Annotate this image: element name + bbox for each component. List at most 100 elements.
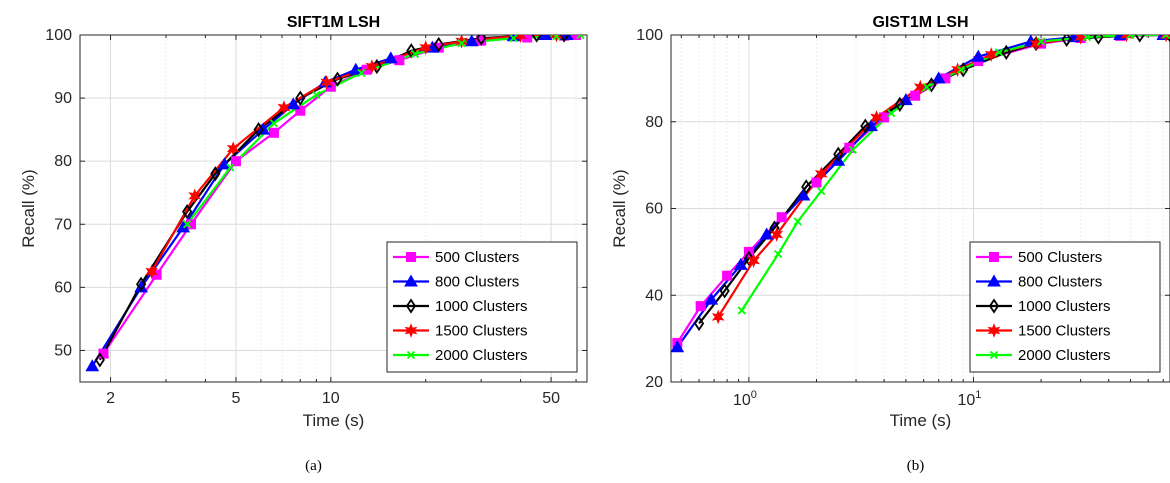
data-point (774, 249, 783, 259)
data-point (887, 108, 896, 118)
legend-marker (988, 298, 1000, 314)
x-tick-exponent: 0 (751, 389, 757, 401)
y-tick-label: 70 (54, 216, 72, 233)
data-point (801, 179, 812, 195)
data-point (848, 145, 857, 155)
legend-entry: 1500 Clusters (435, 323, 528, 340)
x-tick-base: 10 (733, 392, 751, 409)
legend: 500 Clusters 800 Clusters 1000 Clusters 150… (969, 241, 1161, 373)
data-point (910, 90, 921, 101)
data-point (188, 188, 202, 204)
data-point (1074, 35, 1087, 45)
data-point (226, 163, 235, 172)
data-point (860, 118, 871, 134)
data-point (1001, 44, 1012, 60)
legend-marker (989, 252, 999, 262)
data-point (457, 39, 466, 48)
chart-title: SIFT1M LSH (287, 14, 380, 31)
data-point (733, 257, 748, 270)
data-point (85, 359, 100, 372)
legend-entry: 1500 Clusters (1018, 323, 1111, 340)
data-point (817, 187, 826, 196)
legend-entry: 500 Clusters (435, 249, 519, 266)
data-point (913, 79, 927, 95)
data-point (1036, 37, 1046, 46)
legend-entry: 800 Clusters (1018, 274, 1102, 291)
data-point (894, 96, 905, 113)
data-point (1093, 35, 1104, 45)
data-point (1161, 35, 1170, 40)
data-point (464, 35, 479, 47)
data-point (722, 270, 733, 281)
data-point (226, 141, 240, 156)
y-tick-label: 60 (645, 201, 663, 218)
legend-marker (987, 274, 1001, 287)
data-point (365, 59, 379, 74)
data-point (1126, 35, 1135, 40)
data-point (295, 105, 306, 116)
data-point (870, 110, 883, 125)
x-axis-label: Time (s) (303, 411, 365, 430)
y-tick-label: 80 (54, 153, 72, 170)
data-point (286, 97, 301, 110)
data-point (922, 82, 931, 92)
data-point (94, 352, 105, 368)
x-axis-label: Time (s) (890, 411, 952, 430)
legend-marker (989, 350, 999, 360)
data-point (719, 283, 730, 299)
data-point (743, 250, 754, 267)
data-point (926, 77, 937, 93)
x-tick-label: 100 (733, 389, 757, 409)
y-axis-label: Recall (%) (19, 169, 38, 247)
data-point (476, 35, 487, 46)
data-point (348, 62, 363, 75)
data-point (1061, 35, 1072, 47)
data-point (182, 220, 192, 229)
data-point (576, 35, 585, 40)
legend-entry: 2000 Clusters (435, 347, 528, 364)
data-point (559, 35, 570, 43)
data-point (531, 35, 542, 43)
legend: 500 Clusters 800 Clusters 1000 Clusters 150… (386, 241, 578, 373)
data-point (671, 340, 685, 353)
figure-caption: (b) (907, 458, 925, 474)
data-point (552, 35, 561, 41)
legend-entry: 500 Clusters (1018, 249, 1102, 266)
data-point (332, 71, 343, 87)
data-point (1134, 35, 1145, 43)
data-point (704, 292, 719, 305)
x-tick-label: 101 (958, 389, 982, 409)
legend-entry: 1000 Clusters (435, 298, 528, 315)
data-point (793, 217, 802, 226)
legend-marker (987, 323, 1001, 338)
grid (671, 35, 1170, 382)
axes-box (79, 34, 588, 383)
legend-marker (406, 350, 416, 360)
x-tick-label: 10 (322, 390, 340, 407)
data-point (277, 100, 291, 115)
data-point (796, 188, 811, 201)
data-point (455, 35, 468, 49)
data-point (433, 36, 444, 53)
x-tick-label: 2 (106, 390, 115, 407)
y-tick-label: 40 (645, 287, 663, 304)
data-point (320, 74, 334, 90)
data-point (394, 55, 405, 66)
x-tick-label: 5 (231, 390, 240, 407)
data-point (410, 49, 420, 59)
data-point (176, 220, 191, 233)
data-point (693, 315, 705, 332)
data-point (269, 119, 279, 128)
data-point (295, 90, 306, 106)
x-tick-label: 50 (542, 390, 560, 407)
y-tick-label: 80 (645, 114, 663, 131)
data-point (419, 40, 433, 55)
data-point (1082, 35, 1092, 42)
data-point (776, 212, 787, 223)
chart-title: GIST1M LSH (872, 14, 968, 31)
x-tick-base: 10 (958, 392, 976, 409)
legend-marker (406, 252, 416, 262)
data-point (145, 264, 158, 279)
